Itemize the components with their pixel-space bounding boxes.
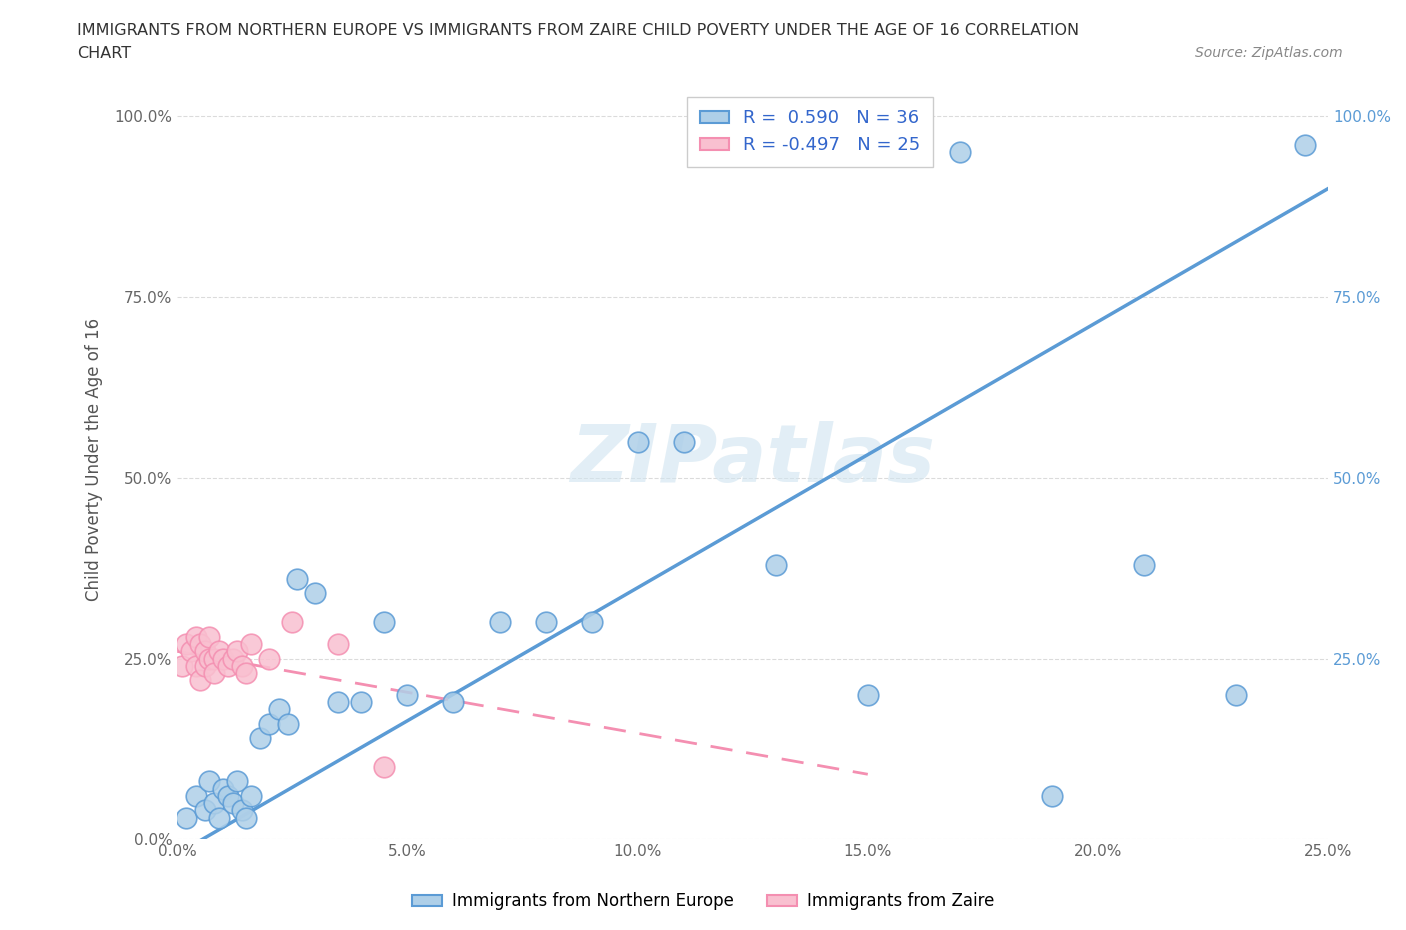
Point [221,796,243,811]
Point [170,658,193,673]
Point [328,637,350,652]
Point [534,615,557,630]
Point [239,789,262,804]
Point [217,658,239,673]
Point [202,666,225,681]
Point [765,557,787,572]
Point [231,658,253,673]
Legend: R =  0.590   N = 36, R = -0.497   N = 25: R = 0.590 N = 36, R = -0.497 N = 25 [688,97,934,167]
Point [856,687,879,702]
Point [373,760,395,775]
Point [443,695,465,710]
Point [202,796,225,811]
Point [212,781,235,796]
Point [259,716,281,731]
Point [1133,557,1156,572]
Point [208,644,231,658]
Point [226,644,249,658]
Text: IMMIGRANTS FROM NORTHERN EUROPE VS IMMIGRANTS FROM ZAIRE CHILD POVERTY UNDER THE: IMMIGRANTS FROM NORTHERN EUROPE VS IMMIG… [77,23,1080,38]
Point [226,774,249,789]
Point [184,789,207,804]
Point [488,615,510,630]
Point [217,789,239,804]
Point [176,810,198,825]
Point [277,716,299,731]
Point [626,434,648,449]
Point [198,630,221,644]
Point [180,644,202,658]
Point [176,637,198,652]
Point [1040,789,1063,804]
Point [221,651,243,666]
Point [281,615,304,630]
Point [350,695,373,710]
Point [1225,687,1247,702]
Point [373,615,395,630]
Text: ZIPatlas: ZIPatlas [571,420,935,498]
Point [235,810,257,825]
Point [249,731,271,746]
Point [188,637,211,652]
Point [328,695,350,710]
Point [235,666,257,681]
Text: CHART: CHART [77,46,131,61]
Point [396,687,419,702]
Point [184,658,207,673]
Y-axis label: Child Poverty Under the Age of 16: Child Poverty Under the Age of 16 [86,318,103,602]
Point [208,810,231,825]
Point [581,615,603,630]
Point [304,586,326,601]
Point [194,658,217,673]
Point [198,651,221,666]
Point [949,145,972,160]
Point [239,637,262,652]
Point [188,672,211,687]
Text: Source: ZipAtlas.com: Source: ZipAtlas.com [1195,46,1343,60]
Point [194,803,217,817]
Point [198,774,221,789]
Legend: Immigrants from Northern Europe, Immigrants from Zaire: Immigrants from Northern Europe, Immigra… [405,885,1001,917]
Point [259,651,281,666]
Point [202,651,225,666]
Point [212,651,235,666]
Point [285,572,308,587]
Point [231,803,253,817]
Point [1294,138,1316,153]
Point [194,644,217,658]
Point [672,434,695,449]
Point [267,702,290,717]
Point [184,630,207,644]
